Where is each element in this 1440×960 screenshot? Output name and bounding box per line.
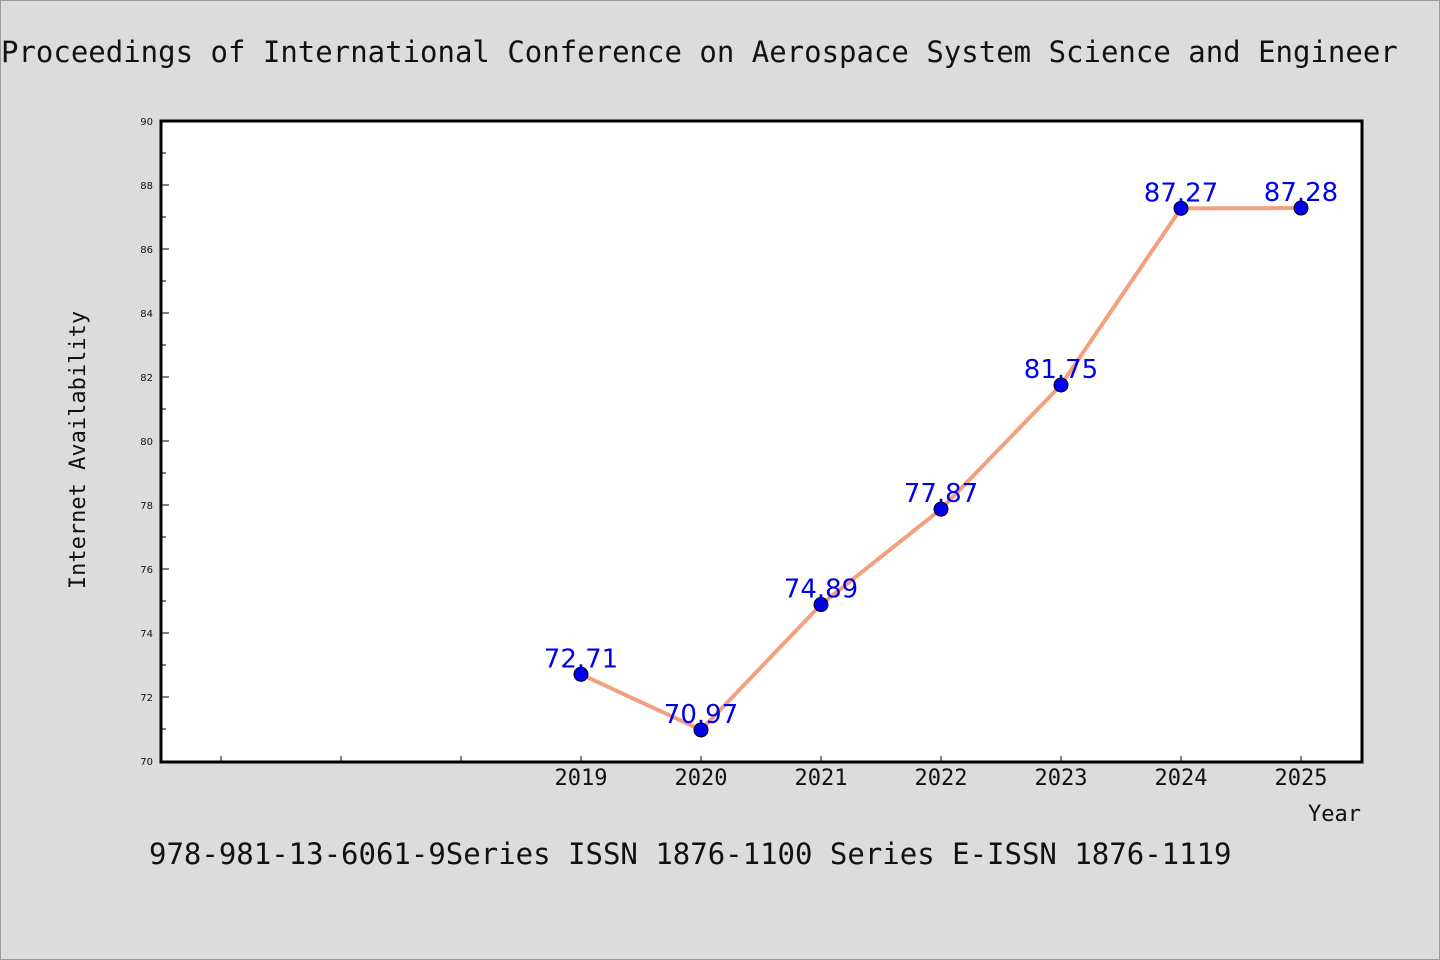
data-label: 77.87 [904,479,978,509]
data-labels: 72.71 70.97 74.89 77.87 81.75 87.27 87.28 [544,178,1338,730]
series-internet-availability [573,200,1309,738]
data-point [813,597,829,613]
x-axis: 2019 2020 2021 2022 2023 2024 2025 [220,756,1328,791]
data-point [1293,200,1309,216]
y-tick-label: 72 [140,693,153,704]
data-label: 87.27 [1144,178,1218,208]
y-tick-label: 90 [140,117,153,128]
x-axis-label: Year [1308,802,1361,827]
footer-caption: 978-981-13-6061-9Series ISSN 1876-1100 S… [149,837,1232,871]
y-tick-label: 74 [140,629,153,640]
data-point [933,501,949,517]
data-point [693,722,709,738]
x-tick-label: 2019 [555,766,608,791]
data-label: 81.75 [1024,355,1098,385]
data-label: 70.97 [664,700,738,730]
x-tick-label: 2022 [915,766,968,791]
y-tick-label: 84 [140,309,153,320]
data-label: 72.71 [544,644,618,674]
y-tick-label: 80 [140,437,153,448]
data-point [1173,200,1189,216]
y-tick-label: 70 [140,757,153,768]
x-tick-label: 2020 [675,766,728,791]
y-axis-label: Internet Availability [66,311,91,589]
y-axis: 70 72 74 76 78 80 82 84 86 88 90 [140,117,169,768]
x-tick-label: 2023 [1035,766,1088,791]
plot-area [159,119,1364,764]
y-tick-label: 88 [140,181,153,192]
data-point [1053,377,1069,393]
x-tick-label: 2024 [1155,766,1208,791]
y-tick-label: 86 [140,245,153,256]
data-label: 87.28 [1264,178,1338,208]
x-tick-label: 2025 [1275,766,1328,791]
x-tick-label: 2021 [795,766,848,791]
data-point [573,666,589,682]
y-tick-label: 78 [140,501,153,512]
y-tick-label: 82 [140,373,153,384]
header-title: Proceedings of International Conference … [1,35,1398,69]
data-label: 74.89 [784,575,858,605]
y-tick-label: 76 [140,565,153,576]
